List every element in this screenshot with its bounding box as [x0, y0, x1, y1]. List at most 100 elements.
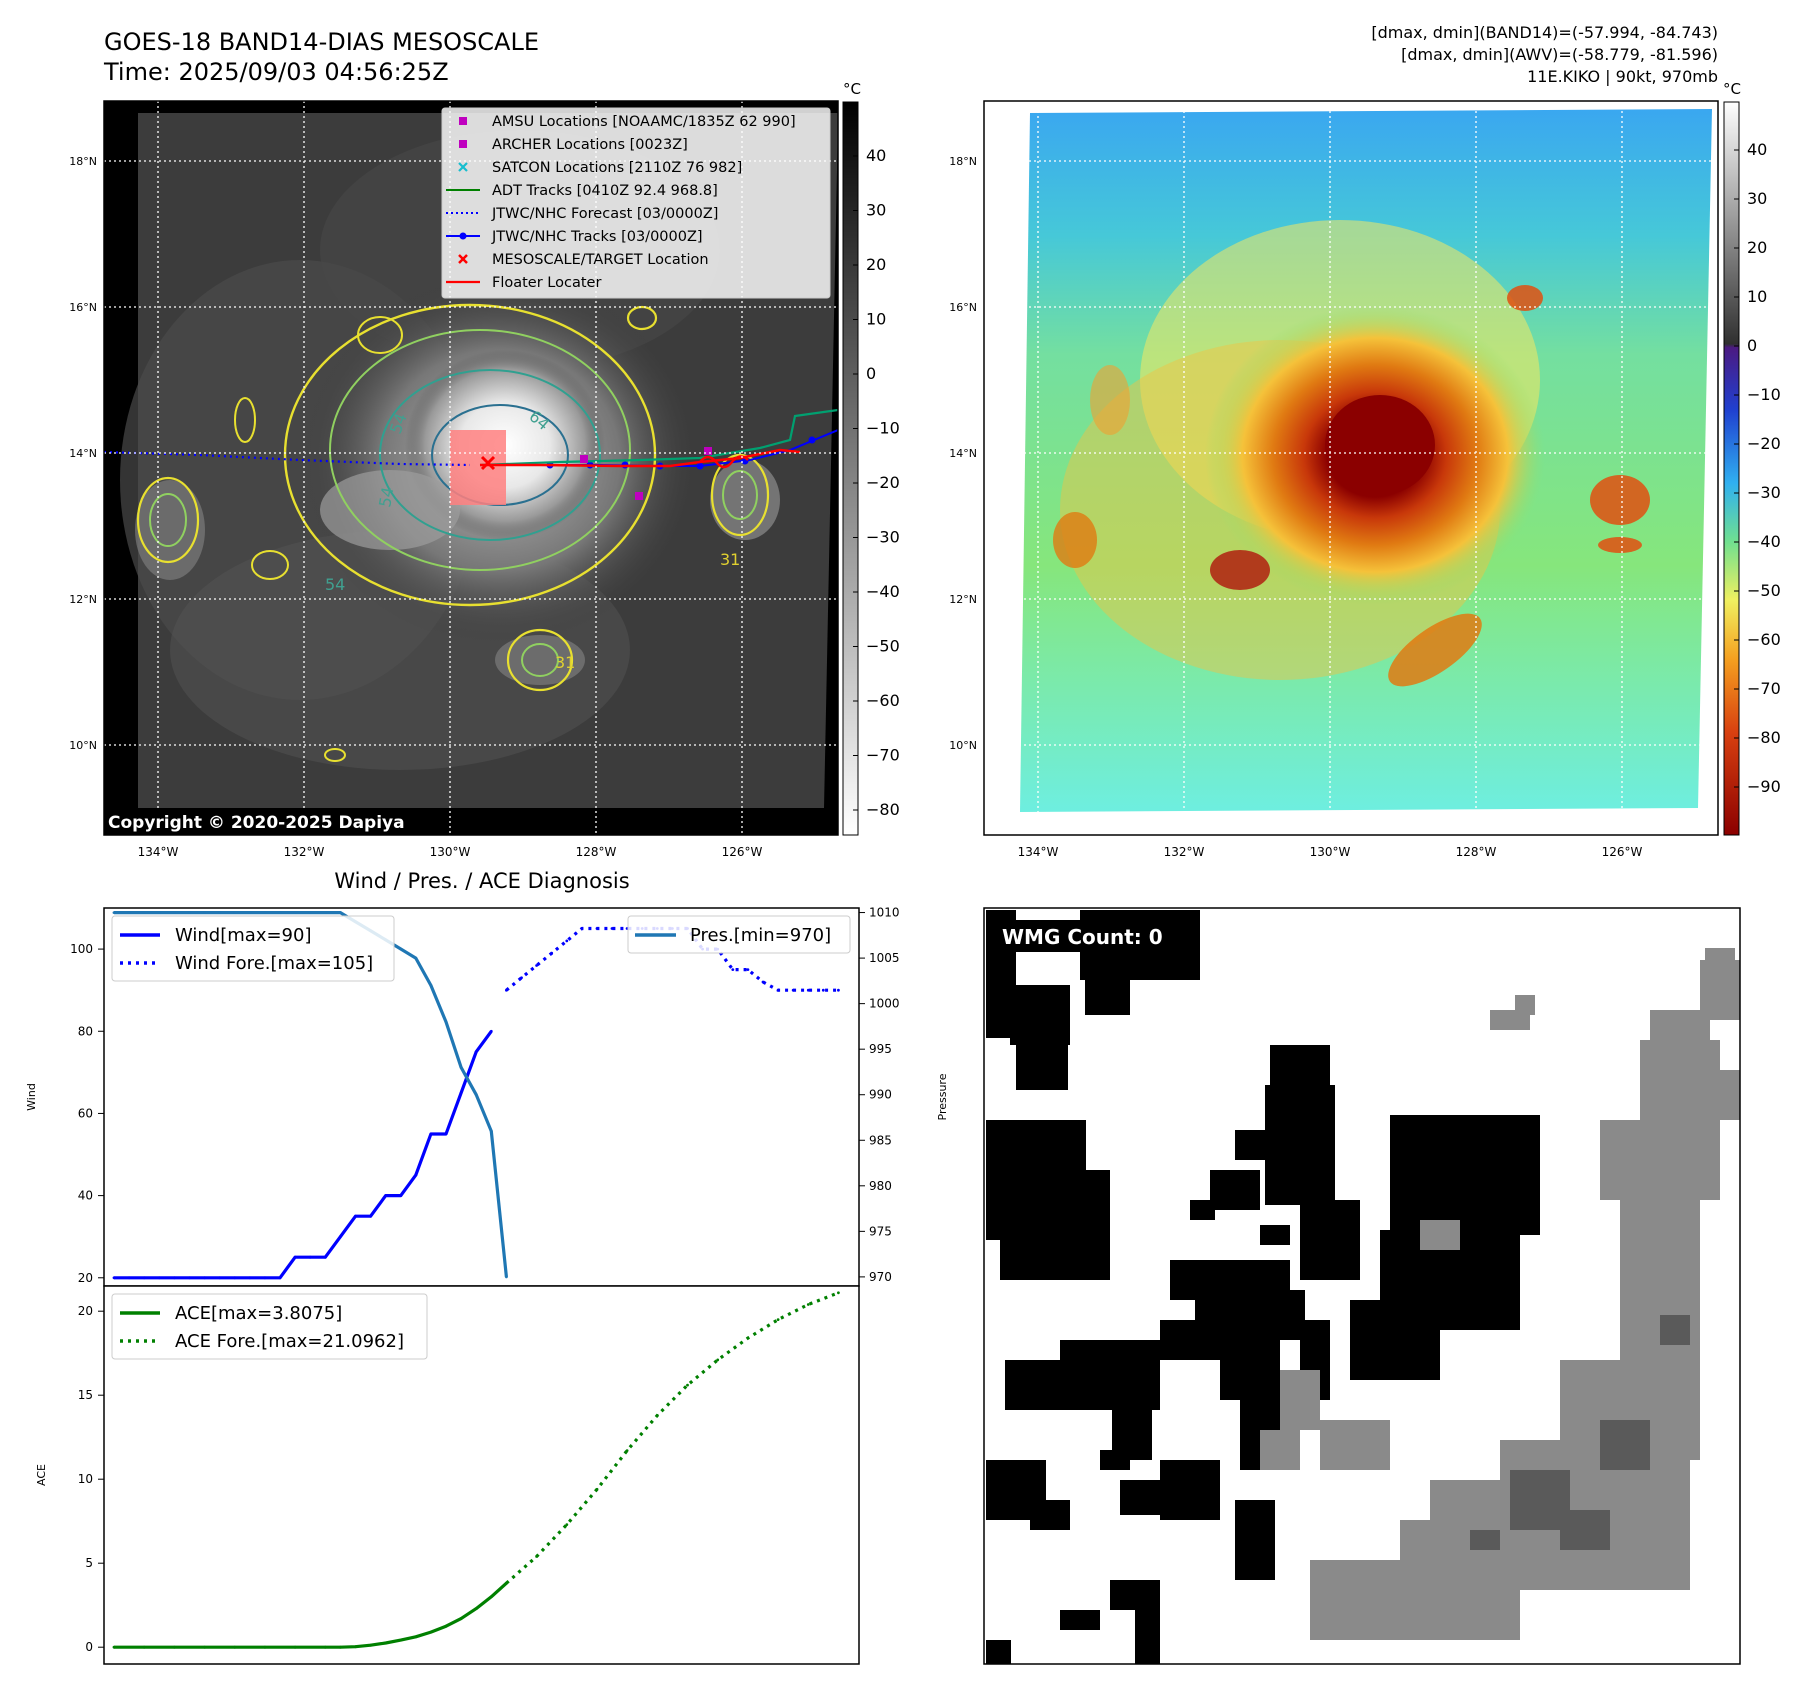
legend-archer: ARCHER Locations [0023Z] — [492, 137, 688, 153]
colorbar-tick-label: −90 — [1747, 777, 1781, 796]
wv-lon-tick: 134°W — [1018, 845, 1059, 859]
legend-wind: Wind[max=90] — [175, 925, 312, 946]
contour-label: 54 — [375, 485, 397, 508]
data-point — [354, 1214, 357, 1218]
figure-time: Time: 2025/09/03 04:56:25Z — [103, 58, 449, 86]
colorbar-tick-label: 20 — [1747, 238, 1767, 257]
ir-lat-tick: 12°N — [69, 593, 97, 606]
colorbar-tick-label: −80 — [1747, 728, 1781, 747]
data-point — [188, 1276, 191, 1280]
wv-lon-tick: 132°W — [1164, 845, 1205, 859]
data-point — [384, 1194, 388, 1197]
data-point — [127, 1276, 131, 1280]
legend-jtwc-forecast: JTWC/NHC Forecast [03/0000Z] — [491, 206, 718, 222]
contour-label: 31 — [720, 550, 740, 569]
data-point — [444, 1020, 448, 1024]
data-point — [535, 964, 538, 967]
colorbar-tick-label: −70 — [866, 746, 900, 765]
pressure-tick-label: 1000 — [869, 997, 900, 1011]
data-point — [173, 1276, 176, 1280]
colorbar-tick-label: 0 — [1747, 336, 1757, 355]
ir-lat-tick: 16°N — [69, 301, 97, 314]
data-point — [474, 1093, 478, 1097]
data-point — [142, 911, 146, 914]
ir-colorbar-ticks: 40 30 20 10 0 −10 −20 −30 −40 −50 −60 −70 −80 — [853, 146, 900, 819]
data-point — [731, 968, 735, 971]
jtwc-forecast-track — [104, 450, 471, 467]
legend-target: MESOSCALE/TARGET Location — [492, 252, 709, 268]
ir-lat-tick: 14°N — [69, 447, 97, 460]
colorbar-tick-label: −20 — [866, 473, 900, 492]
colorbar-tick-label: −40 — [1747, 532, 1781, 551]
data-point — [837, 1291, 840, 1295]
ace-ylabel: ACE — [35, 1464, 48, 1486]
data-point — [278, 1276, 282, 1280]
data-point — [550, 951, 554, 955]
colorbar-tick-label: 0 — [866, 364, 876, 383]
wind-ylabel: Wind — [25, 1083, 38, 1111]
colorbar-tick-label: 10 — [1747, 287, 1767, 306]
data-point — [474, 1050, 478, 1054]
wv-lat-tick: 10°N — [949, 739, 977, 752]
data-point — [293, 1255, 297, 1259]
copyright: Copyright © 2020-2025 Dapiya — [108, 813, 405, 833]
data-point — [339, 1235, 342, 1239]
data-point — [203, 911, 207, 914]
colorbar-tick-label: −80 — [866, 800, 900, 819]
diagnosis-title: Wind / Pres. / ACE Diagnosis — [334, 869, 629, 893]
data-point — [459, 1091, 463, 1095]
ace-tick-label: 20 — [78, 1304, 93, 1318]
data-point — [188, 911, 191, 914]
wind-tick-label: 40 — [78, 1189, 93, 1203]
legend-jtwc-tracks: JTWC/NHC Tracks [03/0000Z] — [491, 229, 703, 245]
data-point — [474, 1607, 478, 1610]
ir-colorbar-unit: °C — [843, 80, 861, 98]
data-point — [489, 1029, 493, 1033]
series-line — [114, 1030, 493, 1280]
legend-ace: ACE[max=3.8075] — [175, 1303, 342, 1324]
data-point — [399, 1194, 403, 1197]
data-point — [354, 1645, 357, 1649]
data-point — [112, 911, 116, 914]
wv-colorbar-ticks: 40 30 20 10 0 −10 −20 −30 −40 −50 −60 −70 −80 −90 — [1734, 140, 1781, 796]
ir-lat-tick: 18°N — [69, 155, 97, 168]
data-point — [837, 988, 840, 992]
data-point — [142, 1645, 146, 1649]
data-point — [203, 1276, 207, 1280]
legend-pressure: Pres.[min=970] — [690, 925, 831, 946]
ir-lat-tick: 10°N — [69, 739, 97, 752]
colorbar-tick-label: −30 — [866, 528, 900, 547]
ir-lon-tick: 126°W — [722, 845, 763, 859]
data-point — [414, 1173, 418, 1177]
data-point — [489, 1595, 493, 1599]
data-point — [580, 927, 584, 930]
wind-pressure-plot: 100 80 60 40 20 1010 1005 1000 995 990 985 980 975 9… — [25, 906, 949, 1287]
pressure-tick-label: 995 — [869, 1042, 892, 1056]
ir-lon-tick: 128°W — [576, 845, 617, 859]
data-point — [203, 1645, 207, 1649]
pressure-tick-label: 1005 — [869, 951, 900, 965]
colorbar-tick-label: 20 — [866, 255, 886, 274]
wind-tick-label: 60 — [78, 1106, 93, 1120]
pressure-tick-label: 970 — [869, 1270, 892, 1284]
legend-floater: Floater Locater — [492, 275, 601, 291]
data-point — [127, 911, 131, 914]
data-point — [520, 976, 523, 980]
data-point — [595, 1487, 599, 1491]
data-point — [429, 1630, 433, 1634]
data-point — [399, 947, 403, 951]
data-point — [776, 1318, 780, 1321]
data-point — [746, 1336, 750, 1340]
legend-satcon: SATCON Locations [2110Z 76 982] — [492, 160, 742, 176]
info-band14: [dmax, dmin](BAND14)=(-57.994, -84.743) — [1371, 23, 1718, 42]
data-point — [806, 1303, 810, 1306]
wv-lat-tick: 14°N — [949, 447, 977, 460]
data-point — [459, 1617, 463, 1620]
colorbar-tick-label: −40 — [866, 582, 900, 601]
data-point — [761, 980, 765, 984]
data-point — [806, 988, 810, 992]
info-storm: 11E.KIKO | 90kt, 970mb — [1527, 67, 1718, 86]
ace-tick-label: 10 — [78, 1472, 93, 1486]
data-point — [686, 1383, 689, 1387]
